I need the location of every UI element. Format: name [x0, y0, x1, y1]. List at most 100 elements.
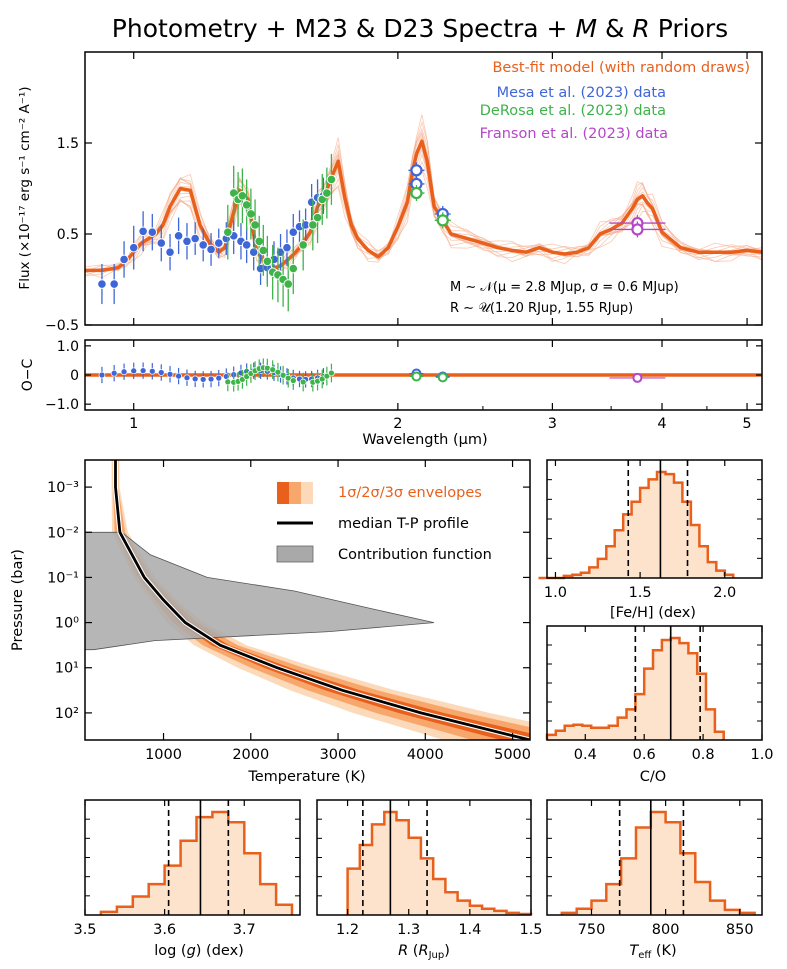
mesa-residual-point — [215, 374, 223, 382]
mesa-data-point — [109, 279, 119, 289]
spectrum-clip-group — [85, 114, 762, 312]
mesa-data-point — [241, 240, 252, 250]
hist_teff-x-tick-label: 850 — [726, 922, 754, 938]
tp-frame — [84, 459, 531, 741]
tp-x-label: Temperature (K) — [247, 769, 365, 785]
mesa-data-point — [128, 242, 139, 253]
spectrum-y-tick-label: −0.5 — [45, 318, 79, 334]
derosa-residual-point — [289, 377, 297, 384]
hist-logg-panel: 3.5 3.6 3.7 — [73, 799, 301, 938]
photometry-residual-point — [437, 372, 448, 383]
hist_feh-fill — [538, 472, 734, 578]
hist_teff-x-tick-label: 750 — [578, 922, 606, 938]
derosa-data-point — [326, 174, 337, 185]
mesa-data-point — [288, 227, 299, 237]
hist_logg-step — [99, 810, 294, 915]
photometry-data-point — [436, 214, 449, 227]
mesa-residual-point — [191, 375, 199, 383]
hist_co-step — [545, 636, 725, 740]
legend-sigma2-swatch — [289, 482, 301, 504]
spectrum-y-tick-label: 0.5 — [57, 227, 79, 243]
spectrum-plot-area — [85, 114, 762, 312]
hist-r-x-label: R (RJup) — [398, 943, 450, 961]
mesa-data-point — [165, 247, 175, 257]
derosa-residual-point — [224, 378, 232, 386]
mesa-residual-point — [139, 367, 147, 375]
residual-ticks: 1.0 0 −1.0 1 2 3 4 5 — [45, 339, 762, 432]
mesa-data-point — [173, 231, 184, 241]
model-random-draw — [85, 169, 762, 279]
residual-x-tick-label: 4 — [657, 416, 666, 432]
hist_logg-x-tick-label: 3.7 — [233, 922, 256, 938]
mesa-residual-point — [199, 376, 207, 383]
legend-franson-label: Franson et al. (2023) data — [480, 126, 668, 142]
derosa-data-point — [298, 240, 308, 250]
mesa-residual-point — [166, 370, 174, 378]
mesa-residual-point — [207, 375, 215, 383]
hist_co-x-tick-label: 1.0 — [750, 747, 773, 763]
median-tp-line — [114, 460, 530, 740]
hist_co-fill — [547, 638, 724, 740]
derosa-data-point — [258, 245, 269, 256]
hist_r-x-tick-label: 1.2 — [336, 922, 359, 938]
mesa-residual-point — [175, 372, 182, 380]
tp-clip-group — [85, 460, 530, 740]
mesa-data-point — [156, 238, 167, 248]
spectrum-panel: 1.5 0.5 −0.5 Flux (×10⁻¹⁷ erg s⁻¹ cm⁻² A⁻¹… — [17, 51, 763, 334]
photometry-data-point — [410, 186, 423, 200]
hist_r-x-tick-label: 1.5 — [519, 922, 542, 938]
mesa-residual-point — [148, 367, 156, 375]
legend-sigma1-swatch — [277, 482, 289, 504]
hist-co-panel: 0.4 0.6 0.8 1.0 — [545, 625, 774, 763]
mesa-residual-point — [98, 371, 106, 379]
hist_teff-step — [560, 810, 756, 915]
tp-y-tick-label: 10⁻² — [47, 525, 79, 541]
legend-contribution-swatch — [276, 545, 314, 563]
tp-x-tick-label: 1000 — [145, 747, 182, 763]
mesa-data-point — [198, 240, 208, 250]
tp-panel: 1000 2000 3000 4000 5000 10⁻³ 10⁻² 10⁻¹ 10⁰ 10¹ 10… — [10, 459, 531, 785]
spectrum-y-label: Flux (×10⁻¹⁷ erg s⁻¹ cm⁻² A⁻¹) — [17, 86, 33, 289]
tp-x-tick-label: 3000 — [320, 747, 357, 763]
tp-y-tick-label: 10⁻³ — [47, 480, 79, 496]
legend-model-label: Best-fit model (with random draws) — [492, 60, 750, 76]
model-best-fit-line — [85, 139, 762, 273]
hist_r-x-tick-label: 1.4 — [458, 922, 481, 938]
legend-sigma3-swatch — [301, 482, 313, 504]
spectrum-y-tick-label: 1.5 — [57, 136, 79, 152]
derosa-data-point — [254, 236, 265, 247]
hist_feh-x-tick-label: 1.0 — [544, 585, 567, 601]
hist_feh-x-tick-label: 1.5 — [629, 585, 652, 601]
photometry-data-point — [410, 164, 423, 177]
hist_feh-x-tick-label: 2.0 — [713, 585, 736, 601]
prior-mass-text: M ∼ 𝒩(μ = 2.8 MJup, σ = 0.6 MJup) — [450, 280, 679, 295]
residual-y-tick-label: 0 — [70, 368, 79, 384]
mesa-residual-point — [237, 369, 245, 377]
figure-title: Photometry + M23 & D23 Spectra + M & R P… — [112, 14, 728, 43]
tp-plot-area — [85, 460, 530, 740]
legend-derosa-label: DeRosa et al. (2023) data — [480, 103, 666, 119]
tp-x-tick-label: 4000 — [407, 747, 444, 763]
mesa-data-point — [119, 254, 129, 265]
mesa-data-point — [282, 242, 292, 253]
hist_co-x-tick-label: 0.4 — [574, 747, 597, 763]
hist_r-x-tick-label: 1.3 — [397, 922, 420, 938]
tp-y-tick-label: 10² — [55, 706, 79, 722]
residual-x-tick-label: 5 — [742, 416, 751, 432]
mesa-data-point — [147, 227, 158, 237]
mesa-data-point — [248, 247, 259, 257]
mesa-residual-point — [157, 369, 165, 376]
photometry-residual-point — [411, 371, 422, 382]
contribution-function-area — [85, 531, 435, 651]
hist_co-x-tick-label: 0.8 — [692, 747, 715, 763]
prior-radius-text: R ∼ 𝒰(1.20 RJup, 1.55 RJup) — [450, 301, 633, 316]
tp-y-tick-label: 10⁰ — [55, 616, 79, 632]
legend-median-label: median T-P profile — [338, 516, 469, 532]
tp-y-tick-label: 10¹ — [55, 661, 79, 677]
mesa-data-point — [206, 244, 216, 255]
mesa-residual-point — [110, 369, 118, 377]
derosa-data-point — [312, 212, 323, 223]
spectrum-legend: Best-fit model (with random draws) Mesa … — [480, 60, 750, 142]
residual-y-tick-label: 1.0 — [57, 339, 79, 355]
